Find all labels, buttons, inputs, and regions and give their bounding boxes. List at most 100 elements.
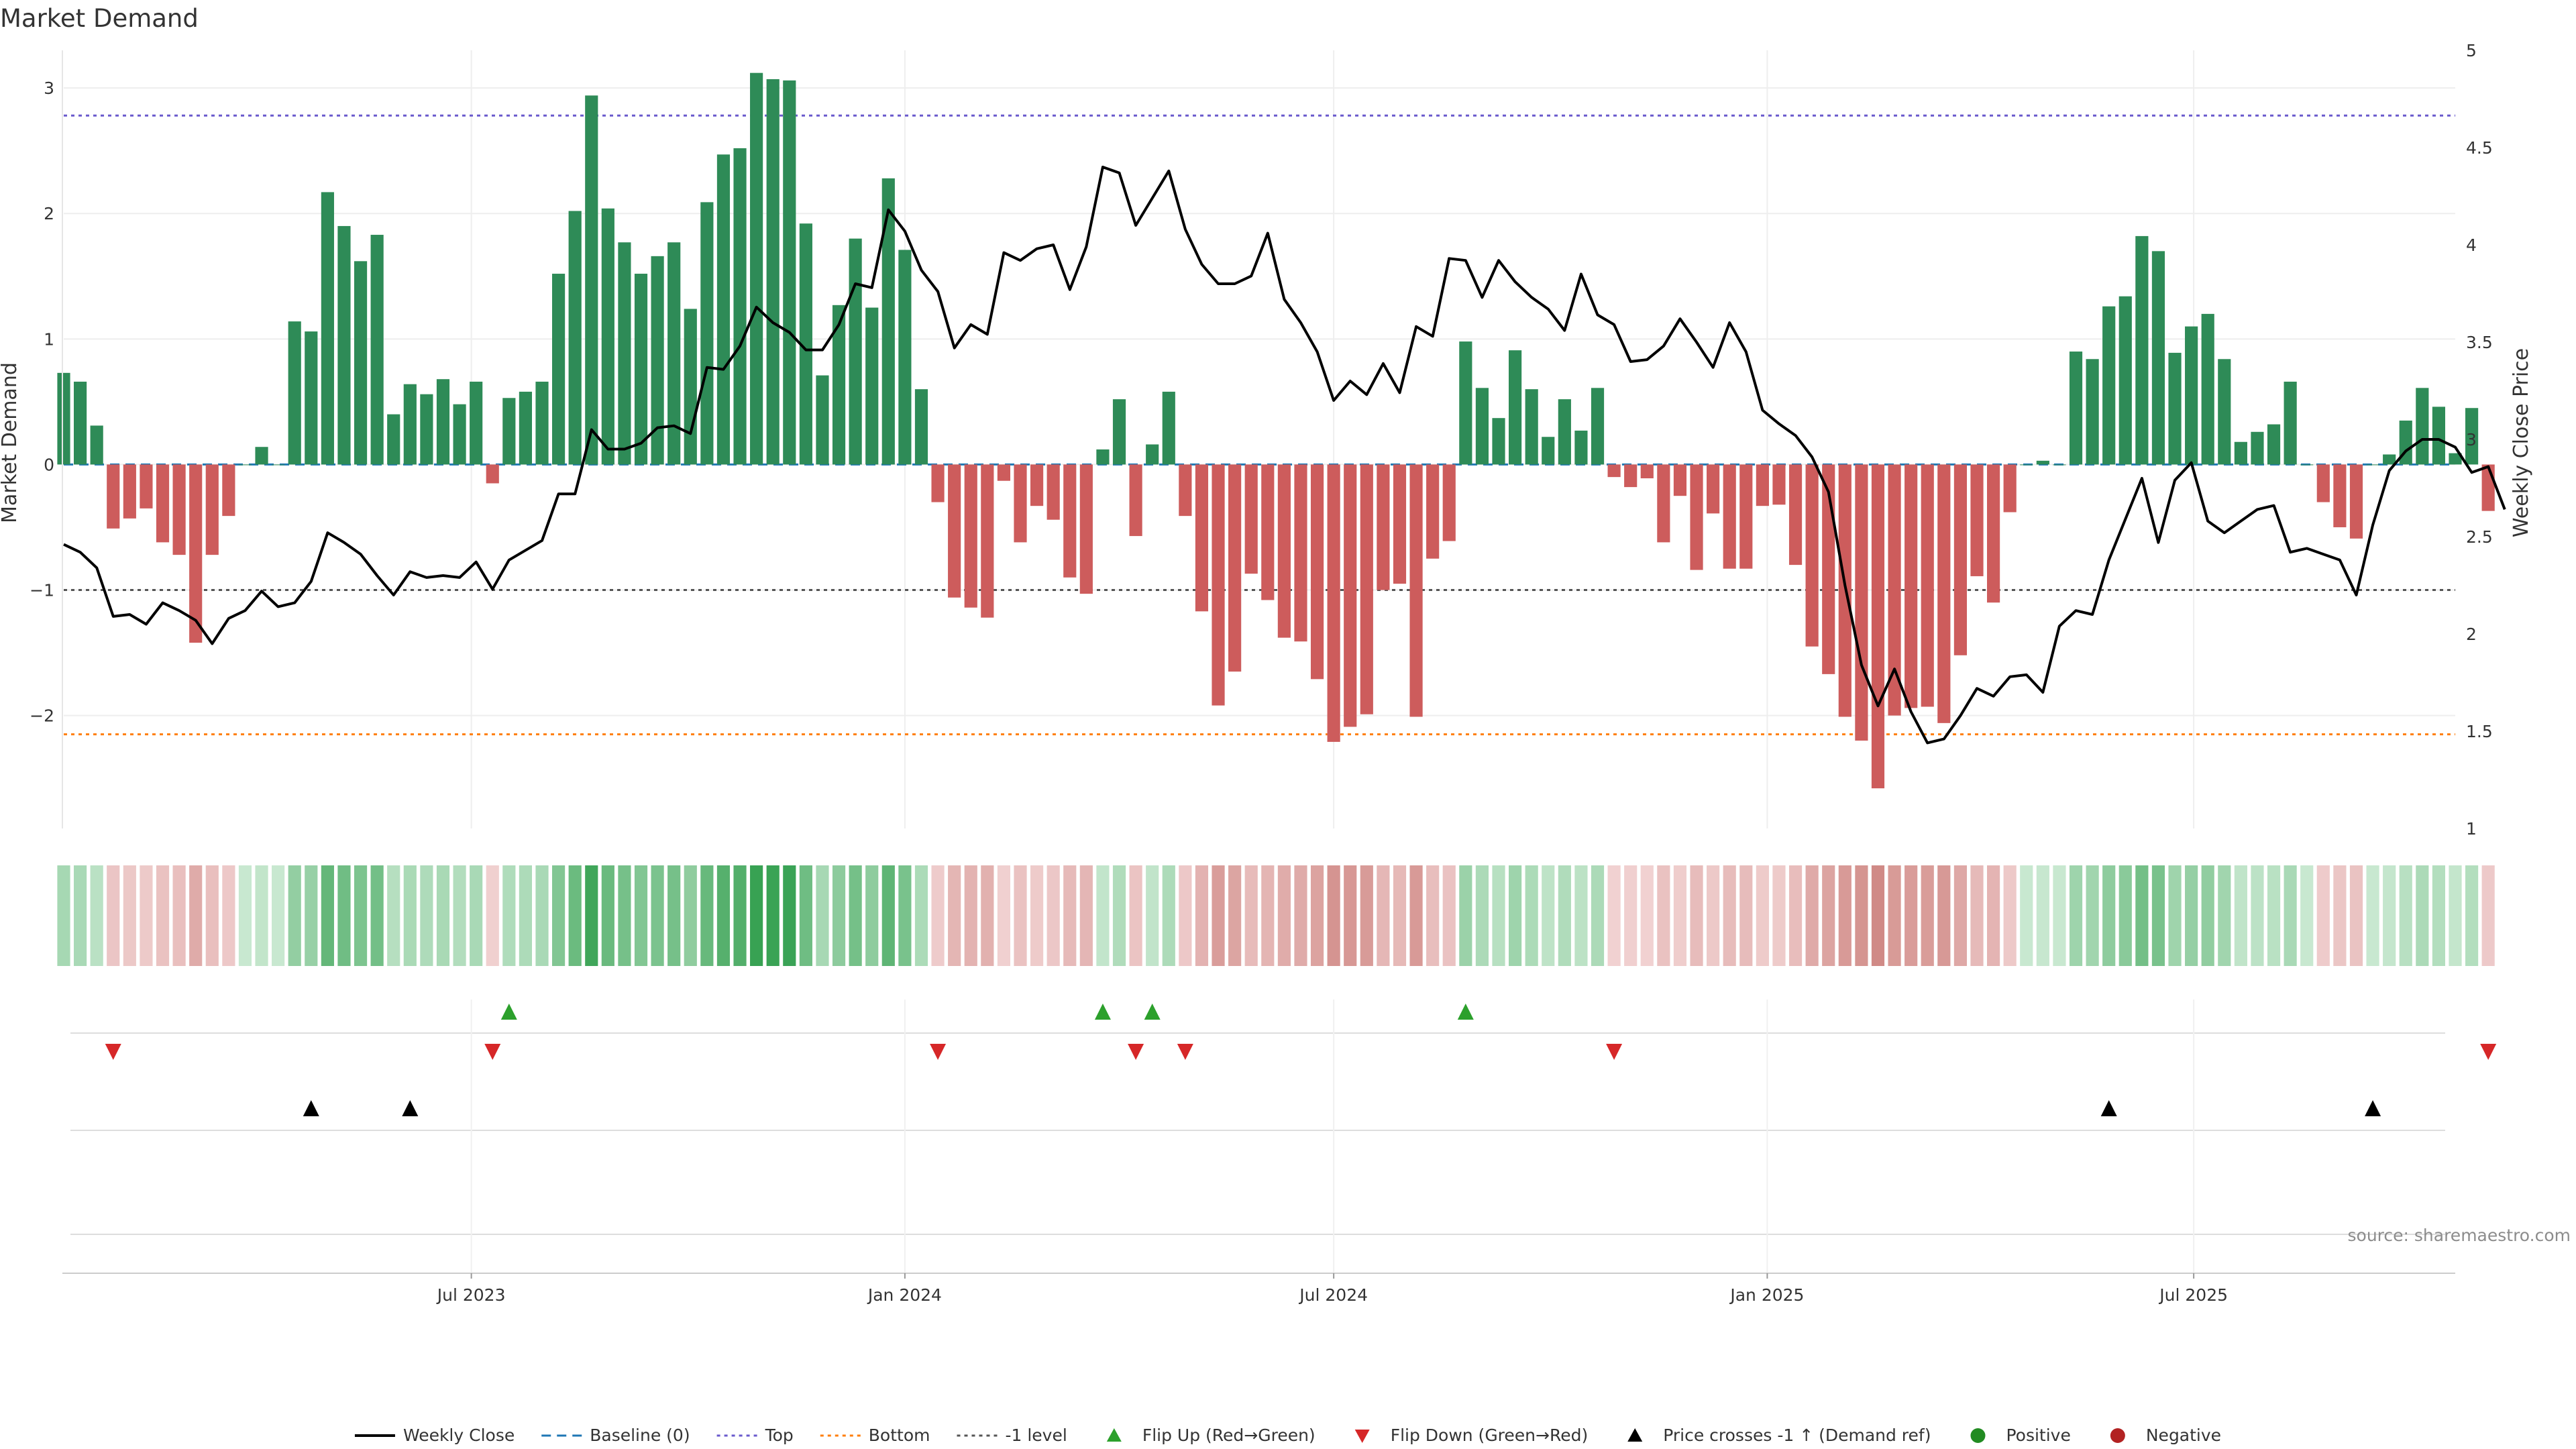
price-cross-marker	[2365, 1100, 2381, 1116]
x-tick-label: Jul 2024	[1298, 1285, 1368, 1305]
demand-bar-negative	[1805, 464, 1819, 647]
heat-cell	[931, 865, 945, 966]
heat-cell	[1822, 865, 1835, 966]
demand-bar-negative	[1179, 464, 1192, 517]
heat-cell	[205, 865, 219, 966]
flip-up-marker	[1457, 1004, 1474, 1020]
demand-bar-positive	[716, 154, 731, 465]
demand-bar-positive	[568, 211, 582, 465]
demand-bar-positive	[354, 261, 368, 465]
heat-cell	[2383, 865, 2396, 966]
heat-cell	[1542, 865, 1555, 966]
heat-cell	[2481, 865, 2495, 966]
heat-cell	[618, 865, 631, 966]
heat-cell	[1574, 865, 1588, 966]
y2-tick-label: 4	[2466, 235, 2477, 255]
demand-bar-negative	[1030, 464, 1044, 506]
demand-bar-negative	[1046, 464, 1060, 520]
demand-bar-negative	[1772, 464, 1786, 505]
heat-cell	[1096, 865, 1110, 966]
demand-bar-positive	[1146, 444, 1159, 465]
heat-cell	[2053, 865, 2066, 966]
legend-item: Top	[716, 1426, 794, 1445]
legend: Weekly Close Baseline (0) Top Bottom -1 leve…	[354, 1426, 2221, 1445]
demand-bar-positive	[238, 464, 252, 466]
demand-bar-positive	[1162, 391, 1175, 465]
demand-bar-negative	[1657, 464, 1670, 543]
demand-bar-negative	[1624, 464, 1638, 488]
axes-layer: −2 −1 0 1 2 3 1 1.5 2 2.5 3 3.5 4 4.5 5	[30, 41, 2493, 839]
demand-bar-positive	[2151, 251, 2165, 465]
demand-bar-positive	[733, 148, 747, 465]
demand-bar-positive	[420, 394, 433, 465]
demand-bar-positive	[387, 414, 400, 465]
heat-cell	[73, 865, 87, 966]
heat-cell	[551, 865, 566, 966]
legend-item: Bottom	[820, 1426, 930, 1445]
y-tick-label: 1	[44, 329, 54, 349]
heat-cell	[601, 865, 614, 966]
heat-cell	[1129, 865, 1142, 966]
heat-cell	[716, 865, 731, 966]
flip-down-marker	[2480, 1044, 2497, 1060]
demand-bar-positive	[799, 223, 812, 465]
heat-cell	[535, 865, 549, 966]
flip-down-marker	[1128, 1044, 1144, 1060]
demand-bar-negative	[1426, 464, 1440, 559]
heat-cell	[964, 865, 977, 966]
demand-bar-negative	[1607, 464, 1621, 478]
demand-bar-negative	[222, 464, 235, 517]
heat-cell	[1344, 865, 1357, 966]
demand-bar-positive	[816, 375, 829, 465]
heat-cell	[2284, 865, 2297, 966]
heat-cell	[783, 865, 796, 966]
demand-bar-negative	[1079, 464, 1093, 594]
demand-bar-negative	[2349, 464, 2363, 539]
demand-bar-negative	[1673, 464, 1687, 496]
heat-cell	[1953, 865, 1968, 966]
demand-bar-positive	[1574, 430, 1588, 465]
heat-cell	[2399, 865, 2412, 966]
demand-bar-positive	[502, 398, 516, 465]
heat-cell	[2118, 865, 2132, 966]
heat-cell	[403, 865, 417, 966]
demand-bar-positive	[2251, 431, 2264, 465]
demand-bar-negative	[1756, 464, 1769, 506]
heat-cell	[420, 865, 433, 966]
x-tick-label: Jul 2023	[436, 1285, 506, 1305]
legend-swatch-dot	[2110, 1428, 2125, 1443]
flip-down-marker	[1177, 1044, 1193, 1060]
heat-cell	[1212, 865, 1225, 966]
heat-cell	[2416, 865, 2429, 966]
heat-cell	[1772, 865, 1786, 966]
legend-item: Price crosses -1 ↑ (Demand ref)	[1627, 1426, 1931, 1445]
demand-bar-positive	[1096, 449, 1110, 465]
x-tick-label: Jan 2025	[1729, 1285, 1804, 1305]
demand-bar-positive	[634, 274, 648, 465]
demand-bar-positive	[321, 192, 334, 465]
demand-bar-positive	[2284, 381, 2297, 465]
demand-bar-negative	[1953, 464, 1968, 655]
heat-cell	[272, 865, 285, 966]
demand-bar-positive	[551, 274, 566, 465]
demand-bar-positive	[1492, 418, 1505, 465]
y-tick-label: 0	[44, 455, 54, 474]
price-cross-marker	[2100, 1100, 2117, 1116]
demand-bar-negative	[107, 464, 120, 529]
heat-cell	[470, 865, 483, 966]
legend-label: Bottom	[869, 1426, 930, 1445]
demand-bar-negative	[1360, 464, 1373, 714]
chart-title: Market Demand	[0, 4, 199, 33]
demand-bar-negative	[1409, 464, 1423, 717]
y2-tick-label: 3.5	[2466, 333, 2493, 352]
heat-cell	[2135, 865, 2149, 966]
heat-cell	[1986, 865, 2000, 966]
heat-cell	[337, 865, 351, 966]
heat-cell	[684, 865, 697, 966]
demand-bar-negative	[1063, 464, 1077, 578]
demand-bar-negative	[1244, 464, 1258, 574]
demand-bar-negative	[1690, 464, 1703, 570]
demand-bar-negative	[1970, 464, 1984, 576]
demand-bar-negative	[2481, 464, 2495, 511]
demand-bar-negative	[486, 464, 499, 484]
